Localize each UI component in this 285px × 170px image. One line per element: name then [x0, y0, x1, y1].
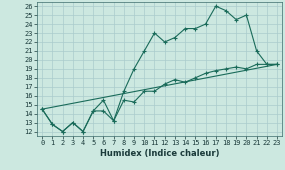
X-axis label: Humidex (Indice chaleur): Humidex (Indice chaleur): [100, 149, 219, 158]
